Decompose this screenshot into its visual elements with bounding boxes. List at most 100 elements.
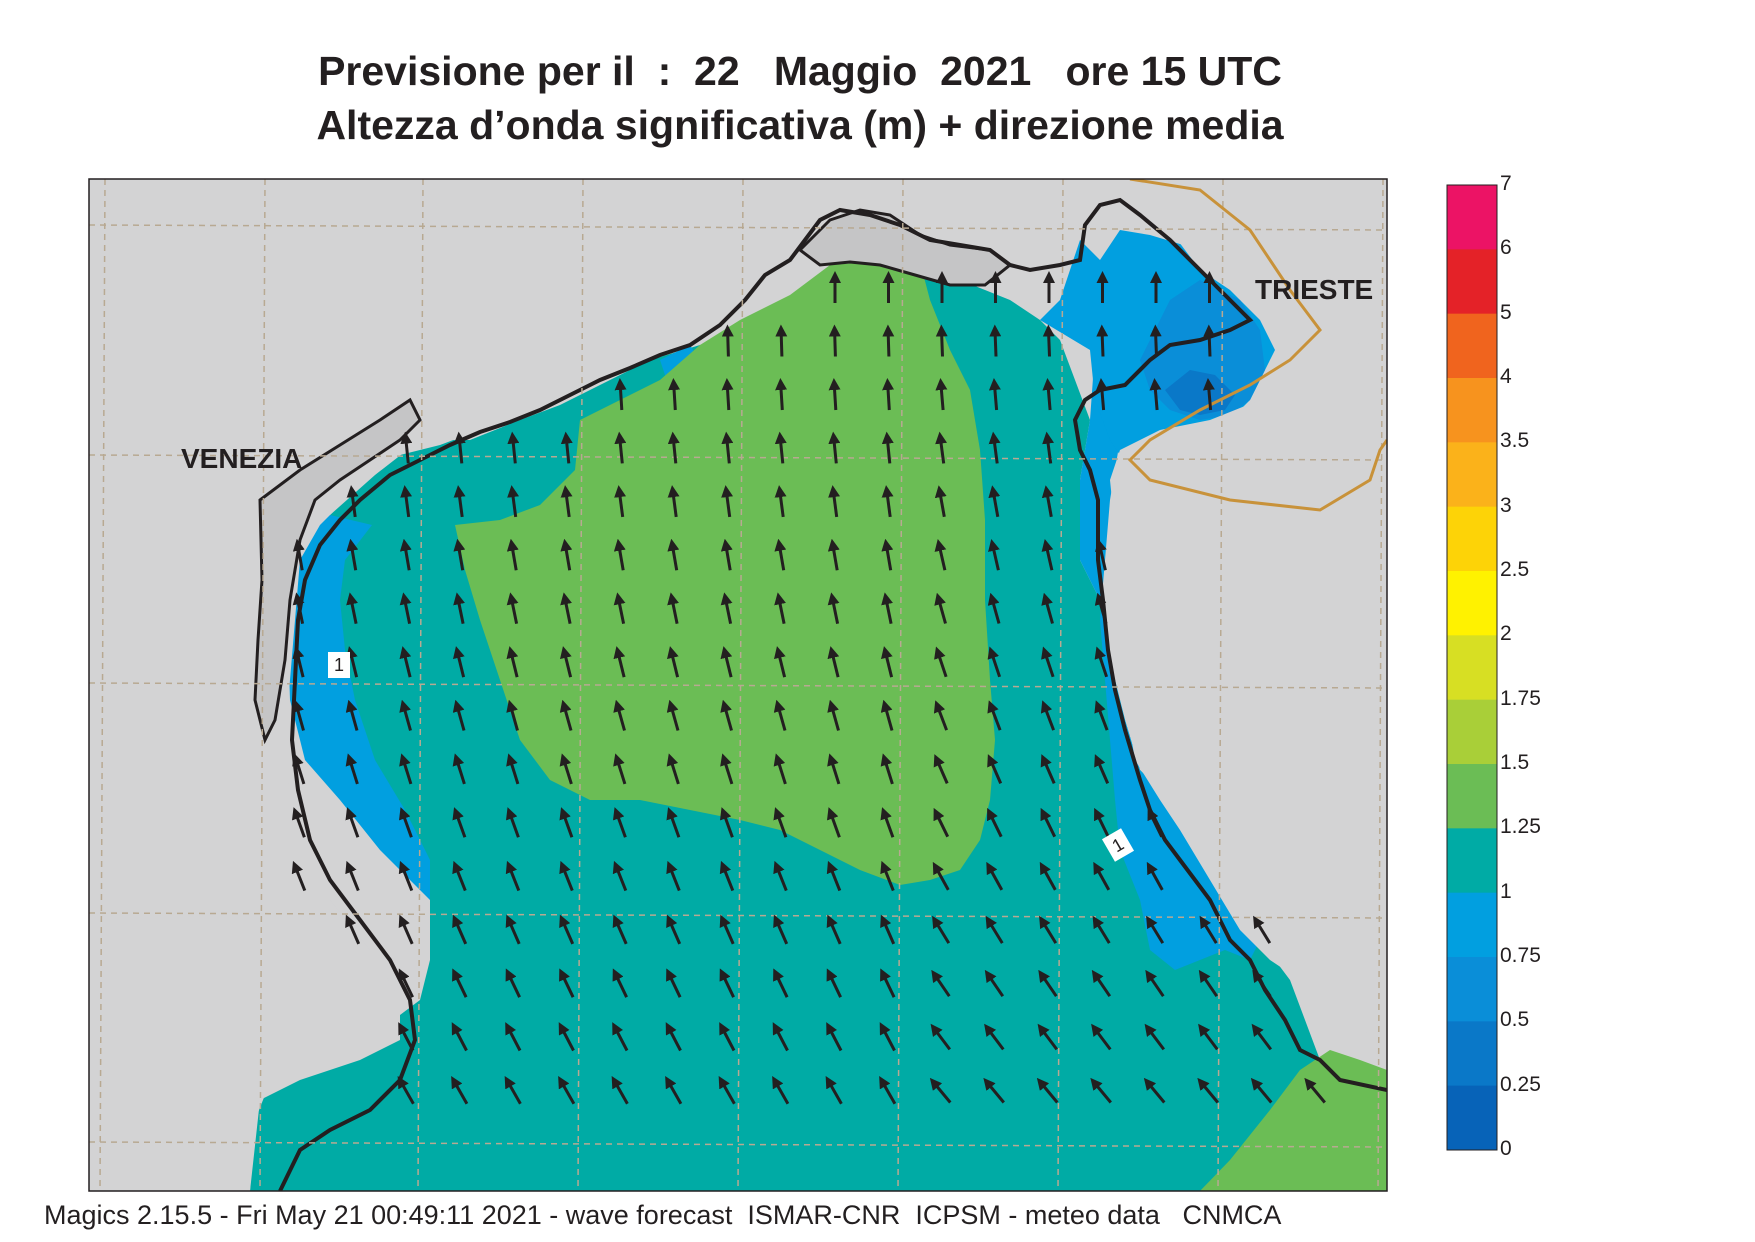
wave-direction-arrow — [558, 1022, 575, 1052]
coastline — [278, 197, 1387, 1191]
wave-direction-arrow — [560, 431, 573, 464]
wave-direction-arrow — [612, 860, 628, 892]
wave-direction-arrow — [451, 1075, 469, 1105]
wave-direction-arrow — [505, 914, 521, 945]
wave-direction-arrow — [987, 646, 1002, 678]
legend-tick-label: 0 — [1500, 1137, 1512, 1160]
wave-direction-arrow — [773, 699, 787, 731]
wave-direction-arrow — [773, 753, 787, 785]
legend-tick-label: 4 — [1500, 365, 1512, 388]
wave-direction-arrow — [504, 1075, 522, 1105]
wave-direction-arrow — [773, 968, 789, 998]
wave-direction-arrow — [774, 538, 787, 571]
wave-direction-arrow — [560, 538, 573, 571]
wave-direction-arrow — [1149, 324, 1162, 357]
legend-colorbar — [1447, 185, 1497, 1151]
wave-direction-arrow — [988, 378, 1001, 411]
wave-direction-arrow — [507, 431, 520, 464]
wave-direction-arrow — [398, 860, 414, 892]
wave-direction-arrow — [1041, 538, 1054, 571]
wave-direction-arrow — [1042, 378, 1055, 411]
wave-direction-arrow — [346, 592, 358, 625]
wave-direction-arrow — [720, 538, 733, 571]
wave-direction-arrow — [506, 538, 519, 571]
legend-swatch — [1447, 442, 1497, 508]
wave-direction-arrows — [291, 271, 1326, 1105]
wave-direction-arrow — [505, 1022, 522, 1052]
wave-direction-arrow — [611, 1075, 629, 1105]
wave-direction-arrow — [666, 699, 680, 731]
wave-direction-arrow — [345, 860, 360, 892]
sea-region-0.25-0.5 — [1165, 370, 1235, 415]
wave-direction-arrow — [345, 699, 359, 731]
wave-direction-arrow — [505, 968, 521, 998]
wave-direction-arrow — [1094, 646, 1109, 678]
legend-swatch — [1447, 249, 1497, 315]
wave-direction-arrow — [613, 646, 626, 678]
wave-direction-arrow — [1094, 754, 1110, 785]
land-north-coast — [89, 179, 1387, 1191]
wave-direction-arrow — [1040, 807, 1057, 838]
wave-direction-arrow — [773, 807, 788, 838]
sea-region-0.75-1-east — [1080, 350, 1260, 970]
wave-direction-arrow — [826, 807, 841, 838]
wave-direction-arrow — [881, 592, 893, 625]
wave-direction-arrow — [612, 968, 628, 998]
wave-direction-arrow — [668, 378, 681, 411]
map-subtitle: Altezza d’onda significativa (m) + direz… — [316, 102, 1284, 148]
wave-direction-arrow — [667, 646, 680, 678]
wave-direction-arrow — [665, 1022, 682, 1052]
map-area — [89, 179, 1387, 1191]
map-frame — [88, 178, 1388, 1192]
wave-direction-arrow — [346, 485, 359, 518]
wave-direction-arrow — [719, 807, 734, 838]
wave-direction-arrow — [881, 538, 894, 571]
wave-direction-arrow — [1250, 1077, 1273, 1104]
wave-direction-arrow — [452, 968, 468, 998]
wave-direction-arrow — [987, 807, 1003, 838]
wave-direction-arrow — [720, 646, 733, 678]
wave-direction-arrow — [560, 485, 573, 518]
wave-direction-arrow — [399, 699, 412, 731]
contour-label-west: 1 — [328, 652, 350, 678]
wave-direction-arrow — [1036, 1077, 1059, 1104]
wave-direction-arrow — [720, 592, 733, 625]
wave-direction-arrow — [399, 753, 413, 785]
wave-direction-arrow — [345, 914, 361, 945]
wave-direction-arrow — [667, 431, 680, 464]
wave-direction-arrow — [1304, 1077, 1326, 1104]
legend-tick-label: 3.5 — [1500, 429, 1530, 453]
wave-direction-arrow — [452, 860, 467, 892]
legend-tick-label: 2 — [1500, 622, 1512, 646]
wave-direction-arrow — [935, 431, 948, 464]
wave-direction-arrow — [825, 1075, 843, 1105]
wave-direction-arrow — [1040, 700, 1056, 731]
wave-direction-arrow — [1094, 592, 1108, 624]
wave-direction-arrow — [774, 431, 787, 464]
wave-direction-arrow — [935, 378, 948, 411]
wave-direction-arrow — [1251, 1023, 1273, 1051]
wave-direction-arrow — [826, 1022, 843, 1052]
wave-direction-arrow — [559, 699, 573, 731]
wave-direction-arrow — [453, 431, 466, 464]
wave-direction-arrow — [612, 1022, 629, 1052]
wave-direction-arrow — [397, 1075, 415, 1105]
wave-direction-arrow — [930, 1023, 951, 1051]
wave-direction-arrow — [453, 485, 466, 518]
wave-direction-arrow — [451, 1022, 468, 1052]
wave-direction-arrow — [718, 1075, 736, 1105]
wave-direction-arrow — [666, 807, 681, 838]
wave-direction-arrow — [452, 914, 468, 945]
svg-text:1: 1 — [334, 655, 344, 675]
wave-direction-arrow — [398, 1022, 415, 1052]
wave-direction-arrow — [1042, 324, 1055, 357]
wave-direction-arrow — [721, 324, 734, 357]
legend-tick-label: 0.75 — [1500, 944, 1541, 967]
legend-swatch — [1447, 571, 1497, 636]
wave-direction-arrow — [774, 485, 787, 518]
wave-direction-arrow — [453, 646, 466, 678]
wave-direction-arrow — [667, 592, 679, 625]
wave-direction-arrow — [934, 592, 947, 624]
wave-direction-arrow — [613, 699, 626, 731]
wave-direction-arrow — [614, 485, 627, 518]
